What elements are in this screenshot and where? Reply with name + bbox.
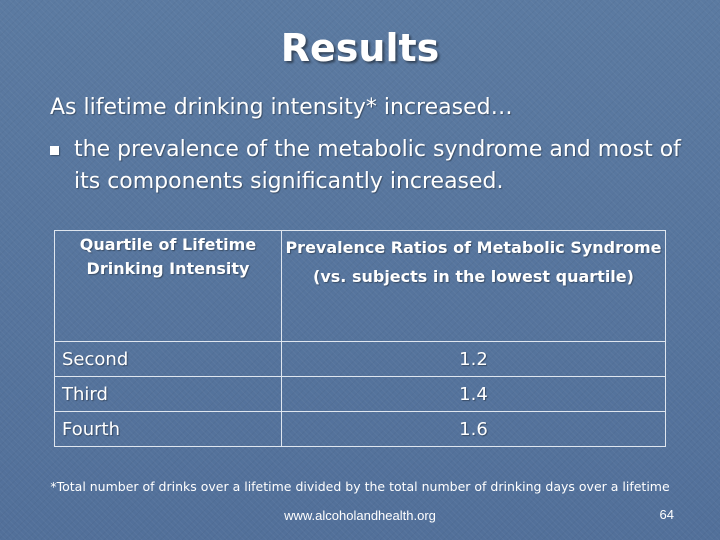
intro-text: As lifetime drinking intensity* increase… (50, 95, 513, 120)
website-footer: www.alcoholandhealth.org (284, 508, 436, 523)
row-ratio-third: 1.4 (281, 376, 666, 412)
footnote: *Total number of drinks over a lifetime … (50, 479, 670, 494)
page-number: 64 (659, 507, 674, 522)
results-table: Quartile of Lifetime Drinking Intensity … (54, 230, 666, 447)
table-row: Second 1.2 (54, 341, 666, 377)
slide-title: Results (280, 26, 440, 70)
bullet-point: the prevalence of the metabolic syndrome… (50, 134, 690, 198)
row-quartile-third: Third (54, 376, 282, 412)
row-ratio-second: 1.2 (281, 341, 666, 377)
table-row: Fourth 1.6 (54, 411, 666, 447)
table-header-row: Quartile of Lifetime Drinking Intensity … (54, 230, 666, 342)
row-quartile-second: Second (54, 341, 282, 377)
row-ratio-fourth: 1.6 (281, 411, 666, 447)
row-quartile-fourth: Fourth (54, 411, 282, 447)
header-prevalence-ratio: Prevalence Ratios of Metabolic Syndrome … (281, 230, 666, 342)
header-quartile: Quartile of Lifetime Drinking Intensity (54, 230, 282, 342)
square-bullet-icon (50, 146, 59, 155)
table-row: Third 1.4 (54, 376, 666, 412)
bullet-text: the prevalence of the metabolic syndrome… (74, 137, 681, 194)
